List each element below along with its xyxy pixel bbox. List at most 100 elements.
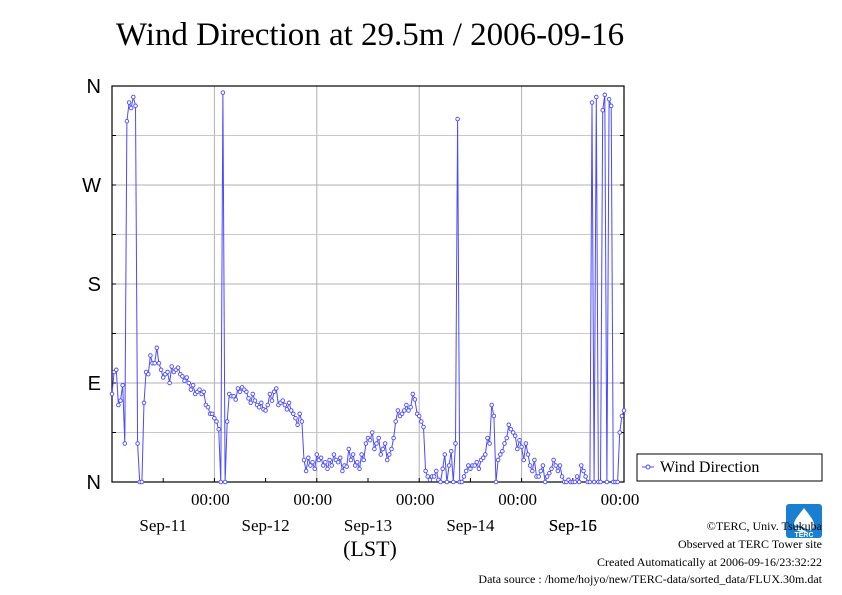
legend-marker-sample bbox=[645, 464, 651, 470]
data-point bbox=[224, 419, 230, 424]
data-point bbox=[344, 464, 349, 469]
data-point bbox=[598, 479, 603, 485]
x-axis-label: (LST) bbox=[343, 536, 397, 561]
data-point bbox=[148, 353, 153, 358]
series-wind-direction bbox=[109, 90, 627, 485]
data-point bbox=[212, 415, 217, 421]
data-point bbox=[530, 468, 535, 474]
data-point bbox=[557, 463, 563, 468]
data-point bbox=[416, 413, 422, 419]
data-point bbox=[299, 419, 305, 424]
data-point bbox=[146, 371, 151, 377]
data-point bbox=[363, 441, 369, 446]
data-point bbox=[589, 100, 595, 105]
data-point bbox=[218, 479, 224, 485]
data-point bbox=[263, 408, 268, 413]
data-point bbox=[517, 437, 522, 443]
data-point bbox=[370, 430, 375, 435]
data-point bbox=[114, 367, 119, 373]
data-point bbox=[306, 455, 311, 461]
data-point bbox=[594, 94, 599, 100]
data-point bbox=[186, 380, 192, 386]
data-point bbox=[233, 397, 238, 402]
x-tick-label: 00:00 bbox=[498, 490, 537, 509]
chart-title: Wind Direction at 29.5m / 2006-09-16 bbox=[116, 17, 624, 53]
data-point bbox=[154, 345, 160, 351]
wave-icon bbox=[789, 525, 819, 533]
data-point bbox=[538, 468, 544, 474]
data-point bbox=[572, 479, 578, 485]
credit-copyright: ©TERC, Univ. Tsukuba bbox=[707, 519, 823, 533]
data-point bbox=[216, 426, 221, 432]
data-point bbox=[291, 411, 296, 417]
data-point bbox=[267, 391, 273, 397]
data-point bbox=[284, 407, 290, 412]
data-point bbox=[348, 457, 354, 463]
data-point bbox=[591, 479, 597, 485]
data-point bbox=[359, 452, 364, 457]
data-point bbox=[476, 466, 482, 472]
y-tick-label: W bbox=[82, 175, 101, 197]
data-point bbox=[510, 430, 516, 435]
data-point bbox=[139, 479, 145, 485]
data-point bbox=[519, 444, 524, 450]
data-point bbox=[419, 419, 424, 424]
credit-data-source: Data source : /home/hojyo/new/TERC-data/… bbox=[478, 572, 822, 586]
series-line bbox=[111, 92, 625, 484]
data-point bbox=[201, 389, 206, 395]
data-point bbox=[141, 400, 147, 406]
data-point bbox=[606, 96, 612, 102]
data-point bbox=[608, 103, 614, 109]
data-point bbox=[500, 448, 505, 454]
data-point bbox=[325, 466, 330, 472]
data-point bbox=[523, 441, 529, 446]
data-point bbox=[410, 391, 416, 397]
data-point bbox=[120, 382, 125, 388]
data-point bbox=[376, 435, 381, 441]
data-point bbox=[252, 398, 258, 403]
data-point bbox=[122, 441, 128, 446]
x-day-label: Sep-15 bbox=[549, 516, 597, 535]
data-point bbox=[487, 441, 492, 446]
data-point bbox=[448, 448, 454, 454]
gridlines bbox=[112, 86, 624, 482]
data-point bbox=[425, 474, 430, 479]
data-point bbox=[126, 100, 132, 105]
data-point bbox=[128, 105, 134, 111]
x-day-label: Sep-16 bbox=[549, 516, 597, 535]
data-point bbox=[190, 382, 196, 388]
data-point bbox=[131, 94, 136, 100]
data-point bbox=[427, 477, 433, 483]
data-point bbox=[297, 411, 302, 417]
data-point bbox=[444, 479, 450, 485]
data-point bbox=[152, 360, 157, 366]
data-point bbox=[160, 375, 166, 380]
data-point bbox=[551, 457, 556, 463]
data-point bbox=[116, 402, 121, 408]
data-point bbox=[581, 468, 586, 474]
data-point bbox=[459, 479, 465, 485]
data-point bbox=[395, 408, 401, 413]
data-point bbox=[205, 404, 211, 410]
data-point bbox=[274, 386, 279, 391]
data-point bbox=[323, 459, 328, 465]
data-point bbox=[301, 457, 307, 463]
logo-text: TERC bbox=[794, 532, 813, 539]
data-point bbox=[525, 452, 531, 457]
data-point bbox=[421, 424, 426, 430]
data-point bbox=[352, 463, 358, 468]
data-point bbox=[259, 400, 264, 406]
data-point bbox=[248, 400, 253, 406]
data-point bbox=[286, 400, 292, 406]
data-point bbox=[118, 398, 123, 403]
data-point bbox=[442, 452, 448, 457]
data-point bbox=[440, 466, 445, 472]
data-point bbox=[506, 422, 512, 428]
data-point bbox=[288, 408, 294, 413]
data-point bbox=[399, 411, 405, 417]
data-point bbox=[547, 470, 552, 476]
x-day-label: Sep-11 bbox=[139, 516, 187, 535]
data-point bbox=[438, 479, 443, 485]
data-point bbox=[380, 446, 386, 452]
data-point bbox=[576, 479, 582, 485]
